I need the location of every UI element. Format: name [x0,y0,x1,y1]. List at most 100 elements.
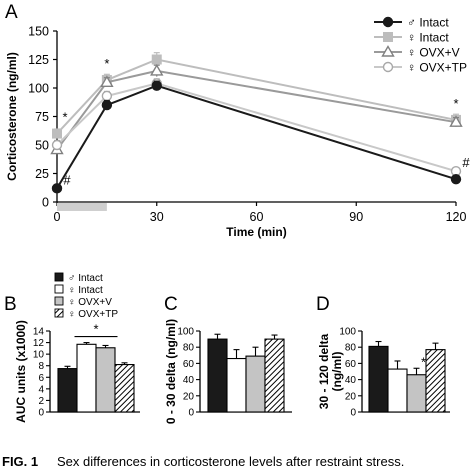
y-tick-label: 2 [38,396,44,407]
y-tick-label: 80 [345,343,357,354]
data-point [51,139,63,151]
data-point [449,115,463,127]
data-point [150,64,164,76]
significance-marker: * [453,96,458,111]
y-tick-label: 40 [183,375,195,386]
x-axis-title: Time (min) [226,225,286,239]
bar [207,338,228,413]
legend-marker [383,32,393,42]
figure-caption: FIG. 1 Sex differences in corticosterone… [2,454,404,468]
legend-label: ♂ Intact [407,16,449,30]
significance-marker: * [62,110,67,125]
y-tick-label: 20 [183,391,195,402]
panel-a-line-chart: A 0 25 50 75 100 125 150 0 30 60 90 120 Time (min) Cor… [5,2,470,239]
y-tick-label: 25 [35,167,49,181]
bar [264,338,285,413]
y-tick-label: 0 [42,196,49,210]
restraint-period-bar [57,203,107,211]
legend-label: ♀ OVX+V [407,46,460,60]
series-line [56,84,457,189]
bar [425,349,446,413]
y-tick-label: 0 [38,408,44,419]
panel-letter-a: A [5,2,18,23]
y-tick-label: 0 [350,408,356,419]
legend-label: ♀ Intact [407,31,449,45]
x-tick-label: 30 [150,210,164,224]
panel-d-bar-chart: D 0 20 40 60 80 100 30 - 120 delta (ng/ml) * [316,294,450,419]
data-point [101,90,113,102]
series-line [56,58,457,135]
data-point [450,173,462,185]
panel-letter: C [164,294,178,315]
significance-marker: # [462,155,470,170]
y-axis-title-unit: (ng/ml) [330,352,344,392]
panel-letter: D [316,294,330,315]
significance-marker: * [104,56,109,71]
panel-letter: B [4,294,17,315]
bar [226,357,247,413]
legend-swatch [54,296,64,306]
legend-marker [381,45,395,57]
y-tick-label: 20 [345,391,357,402]
bar [76,343,97,413]
y-tick-label: 6 [38,373,44,384]
y-axis-title: 0 - 30 delta (ng/ml) [164,319,178,424]
data-point [52,128,62,139]
bar [245,355,266,413]
y-tick-label: 80 [183,343,195,354]
legend-label: ♀ OVX+TP [407,61,467,75]
legend-swatch [54,284,64,294]
y-tick-label: 10 [33,350,45,361]
panel-c-bar-chart: C 0 20 40 60 80 1000 - 30 delta (ng/ml) [164,294,292,424]
bar [95,347,116,413]
legend-swatch [54,272,64,282]
bar [368,345,389,413]
y-tick-label: 100 [177,327,194,338]
y-axis-title: Corticosterone (ng/ml) [5,52,19,181]
series-line [56,69,457,151]
y-tick-label: 75 [35,110,49,124]
y-tick-label: 0 [188,408,194,419]
y-tick-label: 150 [28,25,49,39]
y-axis-title: AUC units (x1000) [14,320,28,423]
caption-label: FIG. 1 [2,454,38,468]
series-line [56,82,457,173]
significance-marker: * [421,354,426,369]
y-tick-label: 100 [28,82,49,96]
legend-label: ♀ OVX+TP [68,309,118,320]
y-tick-label: 14 [33,327,45,338]
bar [387,368,408,413]
significance-marker: # [63,172,71,187]
legend-label: ♂ Intact [68,273,103,284]
data-point [151,54,162,65]
x-tick-label: 90 [349,210,363,224]
y-tick-label: 12 [33,338,45,349]
y-tick-label: 100 [339,327,356,338]
legend-swatch [54,308,64,318]
y-tick-label: 40 [345,375,357,386]
x-tick-label: 60 [250,210,264,224]
x-tick-label: 120 [446,210,467,224]
caption-text: Sex differences in corticosterone levels… [57,454,404,468]
y-tick-label: 8 [38,361,44,372]
bar [114,364,135,413]
data-point [100,75,114,88]
y-tick-label: 125 [28,53,49,67]
bar [57,368,78,413]
y-tick-label: 60 [345,359,357,370]
data-point [101,99,113,111]
data-point [151,80,162,91]
x-tick-label: 0 [54,210,61,224]
bar [406,374,427,413]
legend-marker [382,61,394,73]
y-tick-label: 4 [38,384,44,395]
legend-label: ♀ OVX+V [68,297,112,308]
y-tick-label: 50 [35,139,49,153]
y-axis-title: 30 - 120 delta [317,333,331,409]
legend-label: ♀ Intact [68,285,103,296]
y-tick-label: 60 [183,359,195,370]
legend-marker [382,16,394,28]
data-point [51,183,63,194]
